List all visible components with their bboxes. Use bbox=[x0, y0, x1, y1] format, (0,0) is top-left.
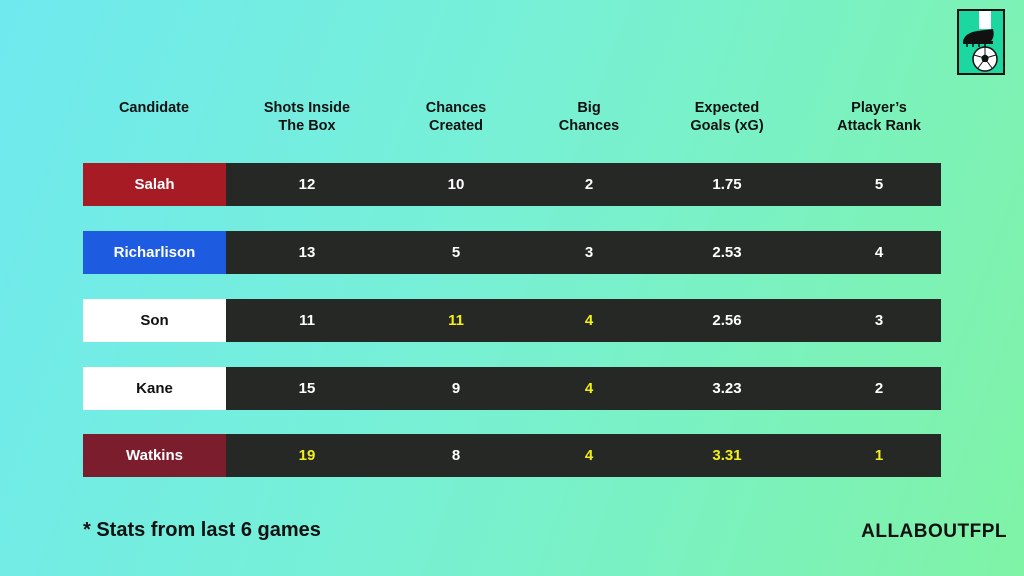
cell-shots-inside-box: 19 bbox=[298, 447, 316, 464]
cell-attack-rank: 5 bbox=[874, 176, 884, 193]
cell-shots-inside-box: 11 bbox=[299, 312, 315, 329]
header-expected-goals: Expected Goals (xG) bbox=[690, 100, 764, 134]
cell-expected-goals: 3.23 bbox=[712, 380, 742, 397]
cell-chances-created: 8 bbox=[451, 447, 461, 464]
candidate-name: Son bbox=[83, 299, 226, 342]
cell-attack-rank: 3 bbox=[874, 312, 884, 329]
cell-big-chances: 4 bbox=[584, 312, 594, 329]
cell-shots-inside-box: 13 bbox=[298, 244, 316, 261]
candidate-name: Kane bbox=[83, 367, 226, 410]
table-row: Salah 12 10 2 1.75 5 bbox=[83, 163, 941, 206]
candidate-name: Richarlison bbox=[83, 231, 226, 274]
cell-big-chances: 2 bbox=[584, 176, 594, 193]
table-row: Kane 15 9 4 3.23 2 bbox=[83, 367, 941, 410]
candidate-name: Salah bbox=[83, 163, 226, 206]
cell-chances-created: 10 bbox=[447, 176, 465, 193]
boot-and-ball-icon bbox=[957, 9, 1005, 75]
cell-big-chances: 4 bbox=[584, 447, 594, 464]
cell-attack-rank: 4 bbox=[874, 244, 884, 261]
table-row: Watkins 19 8 4 3.31 1 bbox=[83, 434, 941, 477]
cell-attack-rank: 2 bbox=[874, 380, 884, 397]
candidate-name: Watkins bbox=[83, 434, 226, 477]
cell-big-chances: 3 bbox=[584, 244, 594, 261]
header-chances-created: Chances Created bbox=[425, 100, 487, 134]
cell-shots-inside-box: 15 bbox=[298, 380, 316, 397]
cell-big-chances: 4 bbox=[584, 380, 594, 397]
header-shots-inside-box: Shots Inside The Box bbox=[263, 100, 351, 134]
cell-chances-created: 9 bbox=[451, 380, 461, 397]
cell-expected-goals: 2.53 bbox=[712, 244, 742, 261]
cell-chances-created: 5 bbox=[451, 244, 461, 261]
cell-expected-goals: 3.31 bbox=[712, 447, 742, 464]
header-big-chances: Big Chances bbox=[558, 100, 620, 134]
table-row: Richarlison 13 5 3 2.53 4 bbox=[83, 231, 941, 274]
table-header: Candidate Shots Inside The Box Chances Creat… bbox=[83, 99, 941, 139]
header-attack-rank: Player’s Attack Rank bbox=[837, 100, 921, 134]
footnote: * Stats from last 6 games bbox=[83, 519, 321, 541]
cell-attack-rank: 1 bbox=[874, 447, 884, 464]
cell-shots-inside-box: 12 bbox=[298, 176, 316, 193]
cell-expected-goals: 2.56 bbox=[712, 312, 742, 329]
cell-chances-created: 11 bbox=[448, 312, 464, 329]
brand-wordmark: ALLABOUTFPL bbox=[861, 521, 1007, 542]
header-candidate: Candidate bbox=[118, 100, 190, 116]
table-row: Son 11 11 4 2.56 3 bbox=[83, 299, 941, 342]
cell-expected-goals: 1.75 bbox=[712, 176, 742, 193]
